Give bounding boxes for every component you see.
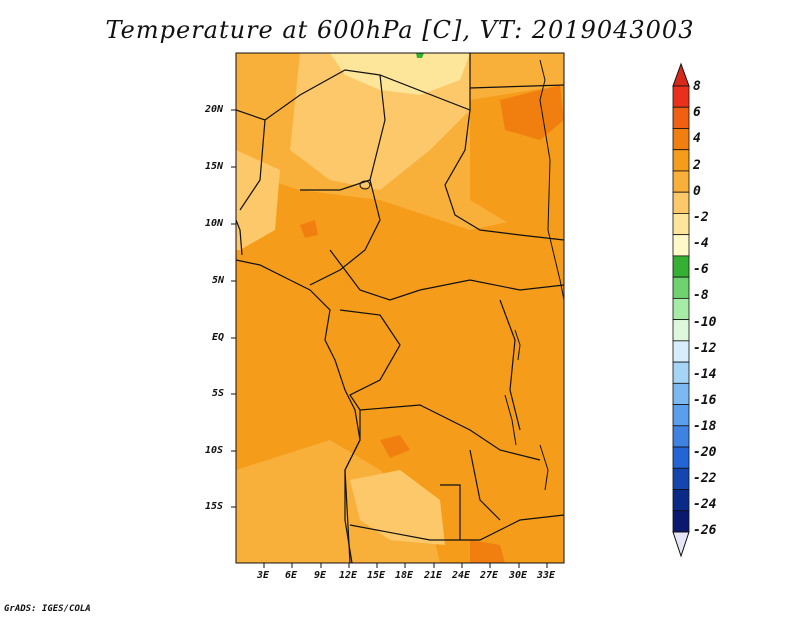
colorbar-label-6: 6: [693, 105, 701, 120]
coastline-east: [539, 59, 564, 301]
coastline-west: [236, 219, 243, 256]
colorbar-label-minus20: -20: [693, 445, 717, 460]
colorbar-box-20: [672, 510, 690, 533]
field-region-libya-pale: [330, 53, 470, 95]
lon-label-27e: 27E: [480, 570, 499, 581]
colorbar-box-8: [672, 255, 690, 278]
lat-label-20n: 20N: [205, 104, 224, 115]
lon-label-15e: 15E: [367, 570, 386, 581]
colorbar-label-minus16: -16: [693, 393, 717, 408]
lon-label-9e: 9E: [314, 570, 327, 581]
colorbar-box-4: [672, 170, 690, 193]
colorbar-box-3: [672, 149, 690, 172]
map-title: Temperature at 600hPa [C], VT: 201904300…: [105, 16, 695, 44]
colorbar-box-11: [672, 319, 690, 342]
lon-label-24e: 24E: [452, 570, 471, 581]
map-panel: [236, 53, 564, 563]
colorbar-box-6: [672, 213, 690, 236]
colorbar-label-minus26: -26: [693, 523, 717, 538]
colorbar-box-10: [672, 297, 690, 321]
colorbar-box-18: [672, 467, 690, 490]
field-region-green-spot: [416, 53, 424, 58]
lon-label-6e: 6E: [285, 570, 298, 581]
colorbar-label-minus4: -4: [693, 236, 709, 251]
colorbar-label-minus14: -14: [693, 367, 717, 382]
colorbar-box-2: [672, 128, 690, 151]
colorbar-box-13: [672, 361, 690, 384]
colorbar-label-4: 4: [693, 131, 701, 146]
field-region-hotspot-angola: [380, 435, 410, 458]
colorbar-label-0: 0: [693, 184, 701, 199]
colorbar-box-12: [672, 340, 690, 363]
lat-label-15s: 15S: [205, 501, 224, 512]
lat-label-10n: 10N: [205, 218, 224, 229]
lon-label-12e: 12E: [339, 570, 358, 581]
field-region-kalahari-pale: [350, 470, 445, 545]
field-region-central-warm: [300, 210, 540, 440]
lon-label-18e: 18E: [395, 570, 414, 581]
colorbar-box-0: [672, 85, 690, 108]
colorbar: [672, 62, 690, 558]
lat-label-10s: 10S: [205, 445, 224, 456]
lakes: [359, 180, 549, 491]
colorbar-label-minus8: -8: [693, 288, 709, 303]
lat-label-5n: 5N: [212, 275, 225, 286]
colorbar-label-minus2: -2: [693, 210, 709, 225]
colorbar-box-1: [672, 106, 690, 129]
colorbar-box-9: [672, 276, 690, 299]
colorbar-bottom-arrow: [672, 531, 690, 558]
lon-label-30e: 30E: [509, 570, 528, 581]
colorbar-label-2: 2: [693, 158, 701, 173]
colorbar-label-minus18: -18: [693, 419, 717, 434]
colorbar-label-8: 8: [693, 79, 701, 94]
colorbar-label-minus22: -22: [693, 471, 717, 486]
colorbar-box-16: [672, 425, 690, 448]
colorbar-label-minus24: -24: [693, 497, 717, 512]
colorbar-boxes: [672, 85, 690, 533]
lon-label-3e: 3E: [257, 570, 270, 581]
lon-label-21e: 21E: [424, 570, 443, 581]
colorbar-box-15: [672, 404, 690, 427]
field-region-hotspot-south: [470, 540, 505, 563]
grads-credit: GrADS: IGES/COLA: [4, 604, 91, 614]
lat-label-eq: EQ: [212, 332, 225, 343]
colorbar-box-19: [672, 489, 690, 512]
lat-label-15n: 15N: [205, 161, 224, 172]
field-region-ocean-warm: [236, 250, 350, 480]
colorbar-label-minus10: -10: [693, 315, 717, 330]
map-frame: [235, 52, 565, 564]
country-borders: [236, 53, 564, 563]
colorbar-box-14: [672, 382, 690, 405]
lon-ticks: [263, 563, 548, 568]
colorbar-top-arrow: [672, 62, 690, 87]
coastline: [236, 259, 361, 563]
colorbar-label-minus12: -12: [693, 341, 717, 356]
field-region-hotspot-nigeria: [300, 220, 318, 238]
colorbar-box-5: [672, 191, 690, 214]
field-region-westcoast-cool: [236, 150, 280, 250]
lat-ticks: [231, 109, 236, 508]
lat-label-5s: 5S: [212, 388, 225, 399]
colorbar-label-minus6: -6: [693, 262, 709, 277]
colorbar-box-17: [672, 446, 690, 469]
colorbar-box-7: [672, 234, 690, 257]
field-region-egypt-hot: [500, 85, 564, 140]
lon-label-33e: 33E: [537, 570, 556, 581]
